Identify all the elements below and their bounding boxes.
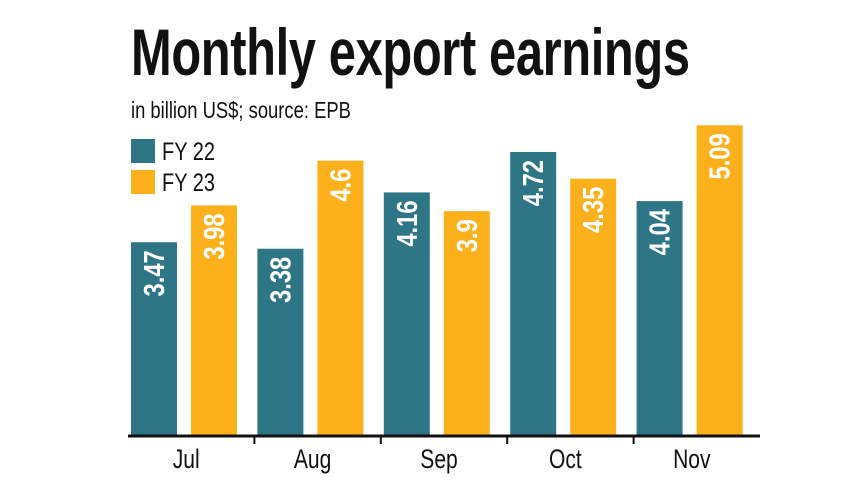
- bar-sep-fy-22: [383, 192, 430, 435]
- x-tick-label: Nov: [673, 445, 711, 475]
- bar-aug-fy-23: [317, 160, 364, 435]
- chart-title: Monthly export earnings: [131, 15, 690, 89]
- data-label: 4.6: [324, 169, 357, 202]
- bar-sep-fy-23: [443, 211, 490, 435]
- data-label: 3.9: [451, 219, 484, 252]
- bar-oct-fy-22: [510, 151, 557, 435]
- x-tick-label: Oct: [549, 445, 582, 475]
- bar-aug-fy-22: [257, 248, 304, 435]
- x-tick-label: Sep: [420, 445, 457, 475]
- bar-oct-fy-23: [570, 178, 617, 435]
- data-label: 4.16: [391, 200, 424, 246]
- bar-nov-fy-23: [696, 125, 743, 436]
- legend-swatch-fy-22: [131, 139, 155, 163]
- bar-jul-fy-23: [191, 205, 237, 435]
- data-label: 4.04: [643, 209, 676, 255]
- bar-nov-fy-22: [636, 201, 683, 435]
- legend-swatch-fy-23: [131, 170, 155, 194]
- x-tick-label: Aug: [294, 445, 331, 475]
- x-tick-label: Jul: [173, 445, 200, 475]
- data-label: 4.72: [517, 160, 550, 206]
- data-label: 4.35: [577, 187, 610, 233]
- legend-label: FY 22: [162, 138, 215, 166]
- data-label: 3.47: [138, 250, 171, 296]
- data-label: 5.09: [703, 133, 736, 179]
- data-label: 3.38: [264, 257, 297, 303]
- legend-label: FY 23: [162, 169, 215, 197]
- chart-subtitle: in billion US$; source: EPB: [131, 97, 351, 123]
- data-label: 3.98: [198, 213, 231, 259]
- bar-jul-fy-22: [131, 242, 177, 435]
